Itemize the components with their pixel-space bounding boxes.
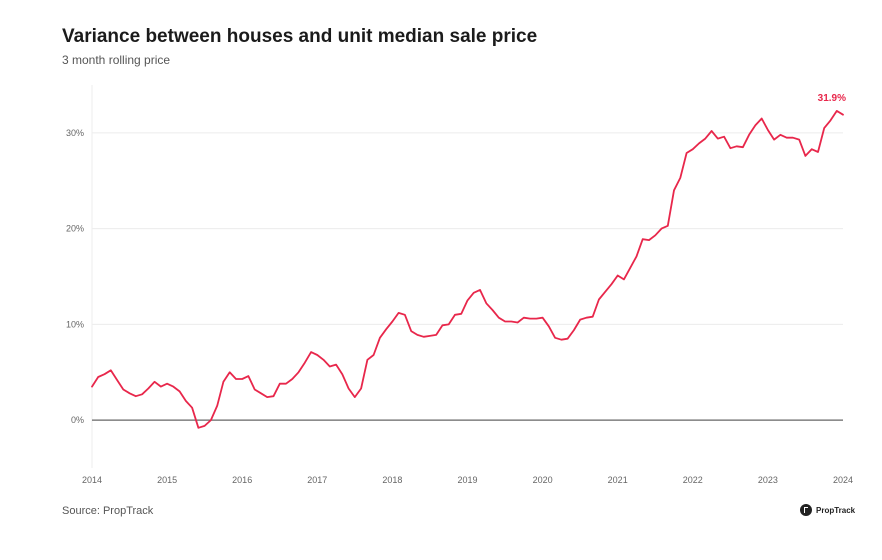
x-tick-label: 2023 [758,475,778,485]
x-tick-label: 2014 [82,475,102,485]
y-tick-label: 10% [66,319,84,329]
series-line [91,110,844,429]
chart-subtitle: 3 month rolling price [62,53,171,67]
source-note: Source: PropTrack [62,505,154,517]
x-tick-label: 2016 [232,475,252,485]
y-tick-label: 0% [71,415,84,425]
end-value-label: 31.9% [818,93,846,104]
gridlines [91,85,843,468]
x-tick-label: 2020 [533,475,553,485]
y-axis-ticks: 0% 10% 20% 30% [66,128,84,425]
proptrack-logo: PropTrack [800,504,855,516]
proptrack-logo-text: PropTrack [816,505,856,515]
x-tick-label: 2018 [382,475,402,485]
x-tick-label: 2019 [457,475,477,485]
x-tick-label: 2024 [833,475,853,485]
x-tick-label: 2017 [307,475,327,485]
x-tick-label: 2022 [683,475,703,485]
proptrack-logo-icon [800,504,812,516]
y-tick-label: 30% [66,128,84,138]
x-tick-label: 2021 [608,475,628,485]
x-tick-label: 2015 [157,475,177,485]
chart-title: Variance between houses and unit median … [62,26,538,47]
x-axis-ticks: 2014 2015 2016 2017 2018 2019 2020 2021 2022 2023… [82,475,853,485]
y-tick-label: 20% [66,224,84,234]
